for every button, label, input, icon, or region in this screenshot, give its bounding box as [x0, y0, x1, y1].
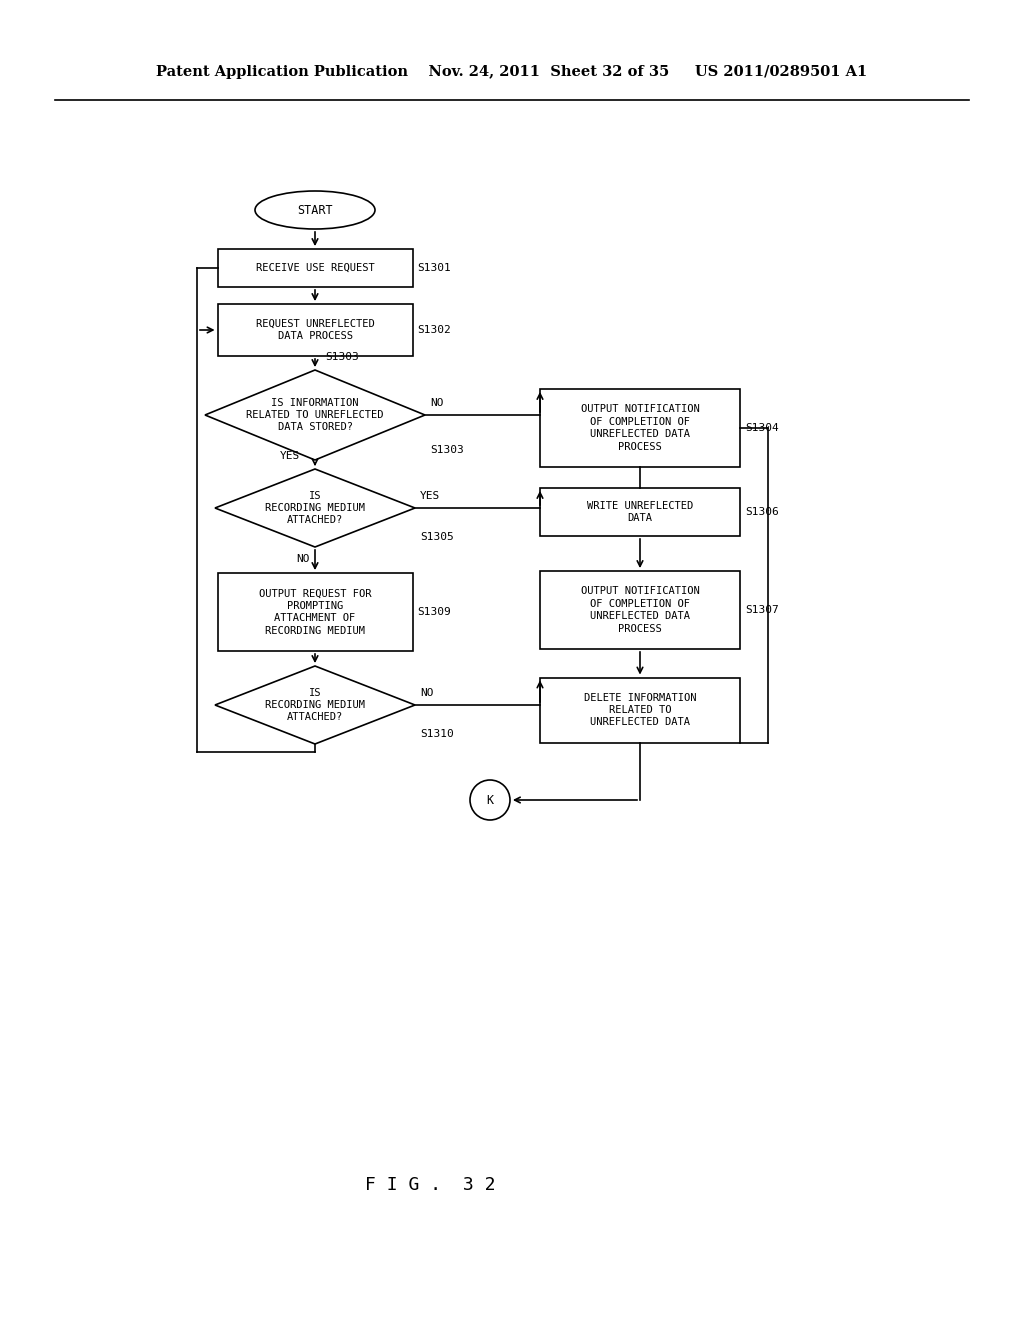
Text: DELETE INFORMATION
RELATED TO
UNREFLECTED DATA: DELETE INFORMATION RELATED TO UNREFLECTE…: [584, 693, 696, 727]
Polygon shape: [205, 370, 425, 459]
Text: F I G .  3 2: F I G . 3 2: [365, 1176, 496, 1195]
Text: WRITE UNREFLECTED
DATA: WRITE UNREFLECTED DATA: [587, 500, 693, 523]
FancyBboxPatch shape: [217, 249, 413, 286]
Text: RECEIVE USE REQUEST: RECEIVE USE REQUEST: [256, 263, 375, 273]
Text: OUTPUT REQUEST FOR
PROMPTING
ATTACHMENT OF
RECORDING MEDIUM: OUTPUT REQUEST FOR PROMPTING ATTACHMENT …: [259, 589, 372, 636]
Text: IS
RECORDING MEDIUM
ATTACHED?: IS RECORDING MEDIUM ATTACHED?: [265, 491, 365, 525]
Text: OUTPUT NOTIFICATION
OF COMPLETION OF
UNREFLECTED DATA
PROCESS: OUTPUT NOTIFICATION OF COMPLETION OF UNR…: [581, 586, 699, 634]
Text: IS INFORMATION
RELATED TO UNREFLECTED
DATA STORED?: IS INFORMATION RELATED TO UNREFLECTED DA…: [246, 397, 384, 433]
Polygon shape: [215, 469, 415, 546]
Text: START: START: [297, 203, 333, 216]
FancyBboxPatch shape: [217, 304, 413, 356]
Text: S1302: S1302: [418, 325, 452, 335]
Text: S1303: S1303: [325, 352, 358, 362]
Text: S1307: S1307: [745, 605, 778, 615]
Text: S1310: S1310: [420, 729, 454, 739]
Text: YES: YES: [420, 491, 440, 502]
Text: NO: NO: [297, 554, 310, 564]
Text: YES: YES: [280, 451, 300, 461]
Text: K: K: [486, 793, 494, 807]
FancyBboxPatch shape: [540, 488, 740, 536]
Text: NO: NO: [430, 399, 443, 408]
Text: OUTPUT NOTIFICATION
OF COMPLETION OF
UNREFLECTED DATA
PROCESS: OUTPUT NOTIFICATION OF COMPLETION OF UNR…: [581, 404, 699, 451]
Text: S1309: S1309: [418, 607, 452, 616]
Text: S1301: S1301: [418, 263, 452, 273]
Text: S1303: S1303: [430, 445, 464, 455]
Text: S1306: S1306: [745, 507, 778, 517]
FancyBboxPatch shape: [540, 677, 740, 742]
FancyBboxPatch shape: [540, 389, 740, 467]
FancyBboxPatch shape: [217, 573, 413, 651]
Text: S1305: S1305: [420, 532, 454, 543]
Text: Patent Application Publication    Nov. 24, 2011  Sheet 32 of 35     US 2011/0289: Patent Application Publication Nov. 24, …: [157, 65, 867, 79]
Text: S1304: S1304: [745, 422, 778, 433]
Text: NO: NO: [420, 688, 433, 698]
Circle shape: [470, 780, 510, 820]
Polygon shape: [215, 667, 415, 744]
Text: IS
RECORDING MEDIUM
ATTACHED?: IS RECORDING MEDIUM ATTACHED?: [265, 688, 365, 722]
Text: REQUEST UNREFLECTED
DATA PROCESS: REQUEST UNREFLECTED DATA PROCESS: [256, 319, 375, 341]
Ellipse shape: [255, 191, 375, 228]
FancyBboxPatch shape: [540, 572, 740, 649]
